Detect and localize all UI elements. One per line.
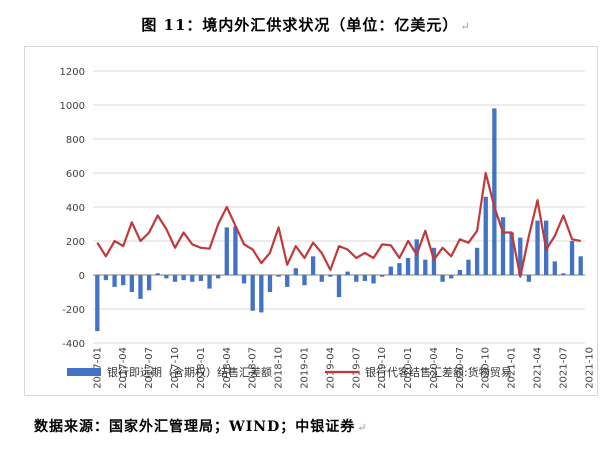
bar-mark [138,275,143,299]
bar-mark [112,275,117,287]
x-tick-label: 2018-04 [222,347,233,389]
x-tick-label: 2018-10 [274,347,285,389]
x-tick-label: 2017-07 [144,347,155,389]
bar-mark [509,232,514,275]
bar-mark [466,259,471,275]
bar-mark [276,275,281,277]
bar-mark [241,275,247,284]
x-tick-label: 2020-10 [481,347,492,389]
bar-mark [216,275,221,279]
bar-mark [354,275,359,282]
bar-mark [535,220,540,275]
x-tick-label: 2018-07 [248,347,259,389]
bar-mark [371,275,376,284]
y-tick-label: 400 [66,203,85,214]
figure-title: 图 11：境内外汇供求状况（单位：亿美元） ↵ [0,14,612,35]
data-source-note: 数据来源：国家外汇管理局；WIND；中银证券 ↵ [34,416,367,436]
bar-mark [440,275,445,282]
bar-mark [474,247,480,275]
bar-mark [285,275,290,287]
bar-mark [164,275,169,279]
bar-mark [172,275,178,282]
y-tick-label: 600 [66,169,85,180]
return-mark-icon: ↵ [460,20,471,33]
x-tick-label: 2017-10 [170,347,181,389]
y-tick-label: -200 [62,305,85,316]
bar-mark [431,247,437,275]
x-tick-label: 2021-01 [507,347,518,389]
y-tick-label: -400 [62,339,85,350]
bar-mark [250,275,255,311]
x-tick-label: 2019-01 [299,347,310,389]
bar-mark [483,196,488,275]
x-tick-label: 2018-01 [196,347,207,389]
bar-mark [121,275,126,286]
bar-mark [423,259,428,275]
x-tick-label: 2021-07 [558,347,569,389]
bar-mark [328,275,333,277]
legend-line-label: 银行代客结售汇差额:货物贸易 [365,365,512,379]
bar-mark [319,275,324,282]
bar-mark [569,241,575,275]
bar-mark [190,275,195,282]
bar-mark [259,275,264,313]
bar-mark [155,273,160,275]
bar-mark [129,275,134,292]
x-tick-label: 2017-01 [92,347,103,389]
x-tick-label: 2021-10 [584,347,595,389]
bar-mark [500,217,506,275]
legend-bar-label: 银行即远期（含期权）结售汇差额 [107,365,272,379]
bar-mark [267,275,273,292]
figure-title-text: 图 11：境内外汇供求状况（单位：亿美元） [141,16,459,34]
bar-mark [198,275,204,281]
bar-mark [492,108,497,276]
x-tick-label: 2019-04 [325,347,336,389]
bar-mark [207,275,212,289]
bar-mark [388,266,393,275]
bar-mark [414,239,419,275]
bar-mark [95,275,100,332]
bar-mark [526,275,532,282]
bar-mark [146,275,152,291]
bar-mark [310,256,316,275]
bar-mark [362,275,368,281]
fx-supply-demand-chart: -400 -200 0 200 400 600 800 1000 1200 2017-01 2017… [60,67,596,389]
chart-frame: -400 -200 0 200 400 600 800 1000 1200 2017-01 2017… [24,46,598,396]
y-tick-label: 800 [66,135,85,146]
x-tick-label: 2020-07 [455,347,466,389]
x-tick-label: 2020-01 [403,347,414,389]
bar-mark [302,275,307,286]
bar-mark [233,226,238,275]
y-tick-label: 1000 [60,101,85,112]
bar-mark [380,275,385,277]
data-source-text: 数据来源：国家外汇管理局；WIND；中银证券 [34,419,356,435]
bar-mark [561,273,566,275]
y-tick-label: 1200 [60,67,85,78]
bar-mark [181,275,186,281]
bar-mark [293,268,298,275]
bar-mark [449,275,454,279]
x-tick-label: 2017-04 [118,347,129,389]
bar-mark [224,227,229,275]
x-tick-label: 2019-10 [377,347,388,389]
bar-mark [405,258,411,275]
goods-trade-line [96,171,581,278]
return-mark-icon: ↵ [357,421,368,434]
bar-mark [457,269,462,275]
x-tick-label: 2019-07 [351,347,362,389]
y-tick-label: 0 [79,271,85,282]
x-tick-label: 2020-04 [429,347,440,389]
bar-mark [336,275,342,298]
bar-mark [345,271,350,275]
bar-mark [552,261,557,275]
legend-bar-swatch [67,368,101,376]
bar-mark [578,256,583,275]
bar-mark [518,237,523,275]
bar-mark [103,275,109,281]
y-tick-label: 200 [66,237,85,248]
bar-mark [397,263,402,275]
x-tick-label: 2021-04 [533,347,544,389]
